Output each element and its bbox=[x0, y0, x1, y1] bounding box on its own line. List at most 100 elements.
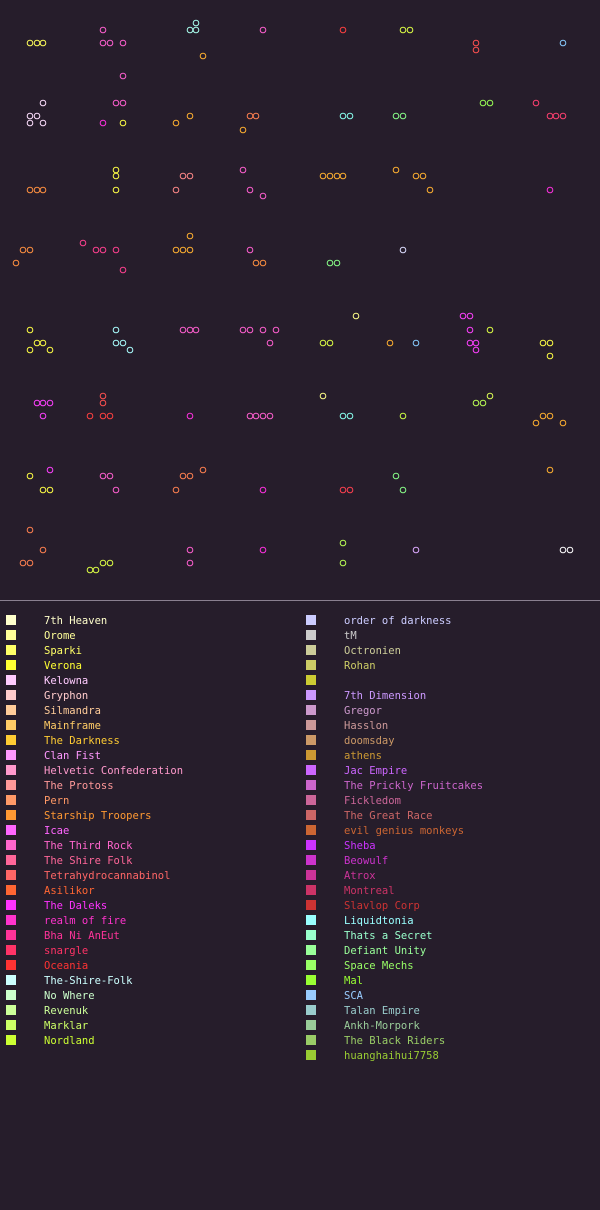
planet-marker bbox=[26, 119, 34, 127]
planet-marker bbox=[92, 246, 100, 254]
planet-marker bbox=[26, 326, 34, 334]
legend-swatch bbox=[306, 1005, 316, 1015]
legend-swatch bbox=[306, 765, 316, 775]
planet-marker bbox=[552, 112, 560, 120]
planet-marker bbox=[259, 26, 267, 34]
planet-marker bbox=[546, 339, 554, 347]
legend-label: Bha Ni AnEut bbox=[44, 930, 120, 942]
legend-item: Atrox bbox=[300, 856, 600, 882]
legend-swatch bbox=[306, 840, 316, 850]
planet-marker bbox=[19, 559, 27, 567]
planet-marker bbox=[333, 172, 341, 180]
planet-marker bbox=[119, 119, 127, 127]
legend-item: SCA bbox=[300, 976, 600, 1002]
planet-marker bbox=[472, 399, 480, 407]
legend-item: The Darkness bbox=[0, 721, 300, 747]
planet-marker bbox=[239, 326, 247, 334]
planet-marker bbox=[199, 52, 207, 60]
legend-swatch bbox=[306, 930, 316, 940]
planet-marker bbox=[412, 339, 420, 347]
planet-marker bbox=[399, 412, 407, 420]
legend-swatch bbox=[306, 645, 316, 655]
legend-swatch bbox=[6, 855, 16, 865]
planet-marker bbox=[319, 339, 327, 347]
planet-marker bbox=[559, 419, 567, 427]
legend-swatch bbox=[6, 765, 16, 775]
legend-label: realm of fire bbox=[44, 915, 127, 927]
planet-marker bbox=[186, 172, 194, 180]
planet-marker bbox=[39, 186, 47, 194]
legend-swatch bbox=[306, 735, 316, 745]
legend-label: snargle bbox=[44, 945, 89, 957]
legend-label: The-Shire-Folk bbox=[44, 975, 133, 987]
legend-item: Nordland bbox=[0, 1021, 300, 1047]
legend-label: 7th Dimension bbox=[344, 690, 427, 702]
planet-marker bbox=[259, 546, 267, 554]
legend-item: Verona bbox=[0, 646, 300, 672]
legend-label: No Where bbox=[44, 990, 95, 1002]
legend-swatch bbox=[6, 810, 16, 820]
planet-marker bbox=[466, 326, 474, 334]
legend-label: Beowulf bbox=[344, 855, 389, 867]
planet-marker bbox=[39, 339, 47, 347]
planet-marker bbox=[259, 412, 267, 420]
legend-item bbox=[300, 661, 600, 685]
planet-marker bbox=[126, 346, 134, 354]
planet-marker bbox=[186, 112, 194, 120]
planet-marker bbox=[386, 339, 394, 347]
planet-marker bbox=[419, 172, 427, 180]
legend-swatch bbox=[6, 1005, 16, 1015]
legend-label: The Great Race bbox=[344, 810, 433, 822]
planet-marker bbox=[46, 486, 54, 494]
legend-label: Slavlop Corp bbox=[344, 900, 420, 912]
planet-marker bbox=[86, 566, 94, 574]
planet-marker bbox=[246, 412, 254, 420]
planet-marker bbox=[99, 26, 107, 34]
legend-swatch bbox=[6, 840, 16, 850]
legend-item: 7th Dimension bbox=[300, 676, 600, 702]
legend-item: Clan Fist bbox=[0, 736, 300, 762]
planet-marker bbox=[466, 312, 474, 320]
planet-marker bbox=[192, 26, 200, 34]
legend-label: Defiant Unity bbox=[344, 945, 427, 957]
planet-marker bbox=[46, 399, 54, 407]
legend-label: athens bbox=[344, 750, 382, 762]
planet-marker bbox=[326, 172, 334, 180]
legend-swatch bbox=[306, 1035, 316, 1045]
legend-swatch bbox=[6, 1035, 16, 1045]
map-legend-divider bbox=[0, 600, 600, 601]
legend-swatch bbox=[306, 630, 316, 640]
planet-marker bbox=[179, 326, 187, 334]
legend-item: Slavlop Corp bbox=[300, 886, 600, 912]
legend-label: 7th Heaven bbox=[44, 615, 108, 627]
legend-label: Marklar bbox=[44, 1020, 89, 1032]
legend-item: The Great Race bbox=[300, 796, 600, 822]
planet-marker bbox=[119, 339, 127, 347]
legend-item: Beowulf bbox=[300, 841, 600, 867]
planet-marker bbox=[266, 339, 274, 347]
planet-marker bbox=[546, 352, 554, 360]
planet-marker bbox=[99, 412, 107, 420]
legend-item: The Daleks bbox=[0, 886, 300, 912]
planet-marker bbox=[486, 99, 494, 107]
planet-marker bbox=[406, 26, 414, 34]
planet-marker bbox=[539, 339, 547, 347]
legend-item: Pern bbox=[0, 781, 300, 807]
legend-item: Montreal bbox=[300, 871, 600, 897]
planet-marker bbox=[192, 19, 200, 27]
legend-swatch bbox=[306, 660, 316, 670]
legend-item: Defiant Unity bbox=[300, 931, 600, 957]
legend-swatch bbox=[306, 825, 316, 835]
legend-item: Starship Troopers bbox=[0, 796, 300, 822]
planet-marker bbox=[46, 466, 54, 474]
legend-item: Thats a Secret bbox=[300, 916, 600, 942]
planet-marker bbox=[99, 39, 107, 47]
legend-item: Space Mechs bbox=[300, 946, 600, 972]
planet-marker bbox=[399, 486, 407, 494]
planet-marker bbox=[319, 392, 327, 400]
planet-marker bbox=[33, 339, 41, 347]
planet-marker bbox=[412, 172, 420, 180]
planet-marker bbox=[559, 112, 567, 120]
legend-label: The Third Rock bbox=[44, 840, 133, 852]
planet-marker bbox=[112, 99, 120, 107]
